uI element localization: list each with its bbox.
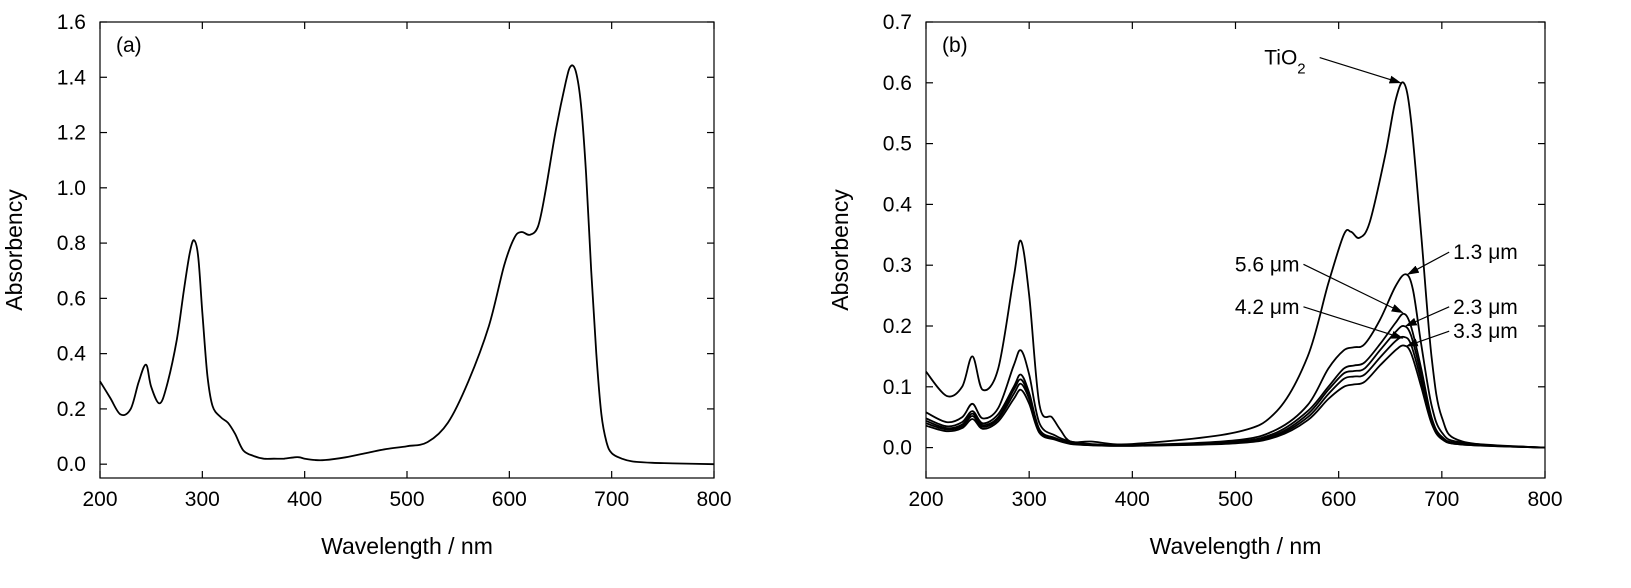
y-tick-label: 0.5 <box>883 133 912 156</box>
y-axis-label: Absorbency <box>827 189 853 311</box>
series-line <box>925 325 1546 449</box>
annotation-arrow <box>1404 306 1450 327</box>
annotation-label: 3.3 μm <box>1453 320 1518 343</box>
annotation-label: 2.3 μm <box>1453 296 1518 319</box>
annotation-arrow <box>1405 330 1450 347</box>
chart-panel-b: 200 300 400 500 600 700 800 0.0 0.1 0.2 0.3 0.4 0.5 0… <box>827 11 1563 559</box>
annotation-arrow <box>1303 306 1404 339</box>
annotation-label: 5.6 μm <box>1235 253 1300 276</box>
y-tick-label: 0.0 <box>57 453 86 476</box>
series-line <box>925 312 1546 449</box>
y-tick-label: 0.8 <box>57 232 86 255</box>
y-tick-label: 0.3 <box>883 254 912 277</box>
y-tick-label: 0.7 <box>883 11 912 34</box>
annotation-arrow <box>1319 56 1402 84</box>
y-tick-label: 1.4 <box>57 66 87 89</box>
y-tick-label: 1.0 <box>57 177 86 200</box>
series-line <box>925 335 1546 449</box>
annotation-label: 1.3 μm <box>1453 241 1518 264</box>
x-tick-label: 700 <box>1424 488 1459 511</box>
y-axis-label: Absorbency <box>1 189 27 311</box>
x-tick-label: 500 <box>1218 488 1253 511</box>
y-tick-label: 1.6 <box>57 11 86 34</box>
y-tick-label: 0.2 <box>883 315 912 338</box>
x-axis-label: Wavelength / nm <box>1150 533 1322 559</box>
x-tick-label: 500 <box>389 488 424 511</box>
x-tick-label: 700 <box>594 488 629 511</box>
x-tick-label: 800 <box>1527 488 1562 511</box>
y-tick-label: 0.6 <box>57 287 86 310</box>
x-tick-label: 300 <box>1012 488 1047 511</box>
annotation-label: 4.2 μm <box>1235 296 1300 319</box>
panel-label: (a) <box>116 34 142 57</box>
x-tick-label: 200 <box>82 488 117 511</box>
y-tick-label: 1.2 <box>57 122 86 145</box>
series-line <box>99 64 715 466</box>
x-tick-label: 600 <box>1321 488 1356 511</box>
plot-frame <box>99 21 715 479</box>
panel-label: (b) <box>942 34 968 57</box>
series-line <box>925 81 1546 449</box>
x-tick-label: 600 <box>492 488 527 511</box>
plot-frame <box>925 21 1546 479</box>
x-axis-label: Wavelength / nm <box>321 533 493 559</box>
y-tick-label: 0.2 <box>57 398 86 421</box>
series-line <box>925 273 1546 449</box>
chart-panel-a: 200 300 400 500 600 700 800 0.0 0.2 0.4 0.6 0.8 1.0 1… <box>1 11 732 559</box>
y-tick-label: 0.4 <box>883 193 913 216</box>
annotation-arrow <box>1303 263 1404 314</box>
annotation-arrow <box>1406 251 1450 275</box>
y-tick-label: 0.4 <box>57 343 87 366</box>
x-tick-label: 200 <box>908 488 943 511</box>
y-tick-label: 0.6 <box>883 72 912 95</box>
x-tick-label: 400 <box>1115 488 1150 511</box>
y-tick-label: 0.1 <box>883 376 912 399</box>
y-tick-label: 0.0 <box>883 437 912 460</box>
x-tick-label: 300 <box>185 488 220 511</box>
x-tick-label: 800 <box>696 488 731 511</box>
annotation-label: TiO2 <box>1264 47 1305 78</box>
series-line <box>925 344 1546 449</box>
x-tick-label: 400 <box>287 488 322 511</box>
